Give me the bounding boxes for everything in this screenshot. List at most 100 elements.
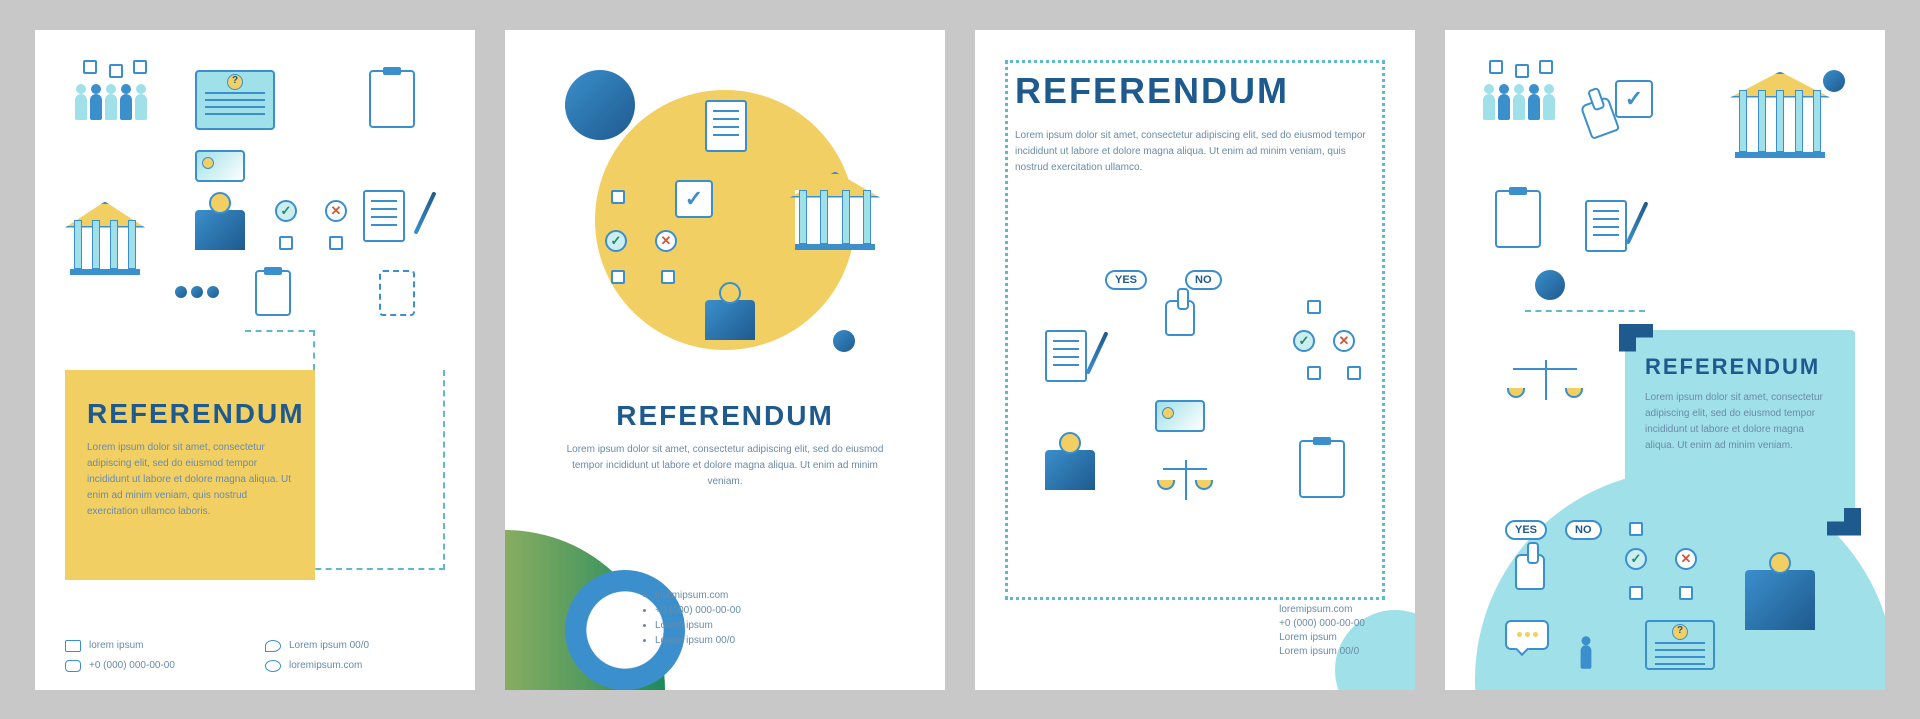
bullet-item: +0 (000) 000-00-00 <box>1279 618 1365 629</box>
mail-icon <box>65 640 81 652</box>
document-icon <box>363 190 405 242</box>
podium-speaker-icon <box>1745 570 1815 630</box>
bullet-item: +0 (000) 000-00-00 <box>655 605 741 616</box>
ballot-check-icon: ✓ <box>675 180 713 218</box>
justice-scales-icon <box>1505 360 1585 430</box>
footer-web: loremipsum.com <box>265 660 445 672</box>
footer-address: Lorem ipsum 00/0 <box>265 640 445 652</box>
accent-dot-icon <box>1535 270 1565 300</box>
globe-icon <box>265 660 281 672</box>
panel-body-text: Lorem ipsum dolor sit amet, consectetur … <box>1015 128 1375 176</box>
panel-body-text: Lorem ipsum dolor sit amet, consectetur … <box>1645 390 1835 454</box>
pen-icon <box>1085 331 1108 374</box>
bullet-item: Lorem ipsum 00/0 <box>655 635 741 646</box>
title-text-block: REFERENDUM Lorem ipsum dolor sit amet, c… <box>1625 330 1855 530</box>
clipboard-chart-icon <box>1495 190 1541 248</box>
accent-circle <box>565 70 635 140</box>
node-icon <box>279 236 293 250</box>
ballot-check-icon: ✓ <box>1615 80 1653 118</box>
panel-body-text: Lorem ipsum dolor sit amet, consectetur … <box>87 440 293 520</box>
clipboard-chart-icon <box>1299 440 1345 498</box>
checklist-icon <box>255 270 291 316</box>
id-card-icon <box>195 150 245 182</box>
check-circle-icon: ✓ <box>1625 548 1647 570</box>
bullet-item: Lorem ipsum <box>655 620 741 631</box>
connector-line <box>245 330 315 370</box>
title-text-block: REFERENDUM Lorem ipsum dolor sit amet, c… <box>1015 70 1375 176</box>
placard-icon <box>133 60 147 74</box>
node-icon <box>1347 366 1361 380</box>
check-circle-icon: ✓ <box>275 200 297 222</box>
placard-icon <box>1489 60 1503 74</box>
panel-body-text: Lorem ipsum dolor sit amet, consectetur … <box>555 442 895 490</box>
icon-cluster: ✓ ✕ <box>65 60 445 340</box>
icon-cluster: YES NO ✓ ✕ <box>975 250 1415 590</box>
icon-cluster: ✓ <box>1475 60 1855 310</box>
pointing-hand-icon <box>1165 300 1195 336</box>
contact-bullets: loremipsum.com +0 (000) 000-00-00 Lorem … <box>655 590 741 650</box>
title-text-block: REFERENDUM Lorem ipsum dolor sit amet, c… <box>65 370 315 580</box>
pin-icon <box>265 640 281 652</box>
brochure-panel-3: REFERENDUM Lorem ipsum dolor sit amet, c… <box>975 30 1415 690</box>
dashed-doc-icon <box>379 270 415 316</box>
speech-bubble-icon <box>1505 620 1549 650</box>
document-icon <box>1585 200 1627 252</box>
pen-icon <box>413 191 436 234</box>
form-icon <box>1645 620 1715 670</box>
contact-bullets: loremipsum.com +0 (000) 000-00-00 Lorem … <box>1279 604 1365 660</box>
panel-title: REFERENDUM <box>555 400 895 432</box>
bullet-item: loremipsum.com <box>655 590 741 601</box>
footer-email: lorem ipsum <box>65 640 245 652</box>
yes-pill: YES <box>1105 270 1147 290</box>
brochure-panel-1: ✓ ✕ REFERENDUM Lorem ipsum dolor sit ame… <box>35 30 475 690</box>
id-card-icon <box>1155 400 1205 432</box>
people-small-icon <box>1567 645 1605 668</box>
x-circle-icon: ✕ <box>1675 548 1697 570</box>
placard-icon <box>109 64 123 78</box>
pointing-hand-icon <box>1515 554 1545 590</box>
brochure-panel-4: ✓ REFERENDUM Lorem ipsum dolor sit amet,… <box>1445 30 1885 690</box>
government-building-icon <box>795 190 875 250</box>
contact-footer: lorem ipsum Lorem ipsum 00/0 +0 (000) 00… <box>65 640 445 672</box>
clipboard-chart-icon <box>369 70 415 128</box>
node-icon <box>611 270 625 284</box>
accent-dot-icon <box>1823 70 1845 92</box>
x-circle-icon: ✕ <box>325 200 347 222</box>
footer-phone: +0 (000) 000-00-00 <box>65 660 245 672</box>
justice-scales-icon <box>1155 460 1215 510</box>
node-icon <box>611 190 625 204</box>
no-pill: NO <box>1185 270 1222 290</box>
phone-icon <box>65 660 81 672</box>
government-building-icon <box>1735 90 1825 158</box>
node-icon <box>1629 522 1643 536</box>
x-circle-icon: ✕ <box>1333 330 1355 352</box>
podium-speaker-icon <box>1045 450 1095 490</box>
node-icon <box>1307 366 1321 380</box>
bullet-item: Lorem ipsum <box>1279 632 1365 643</box>
no-pill: NO <box>1565 520 1602 540</box>
node-icon <box>329 236 343 250</box>
bullet-item: loremipsum.com <box>1279 604 1365 615</box>
form-icon <box>195 70 275 130</box>
bullet-item: Lorem ipsum 00/0 <box>1279 646 1365 657</box>
placard-icon <box>1539 60 1553 74</box>
government-building-icon <box>70 220 140 275</box>
yes-pill: YES <box>1505 520 1547 540</box>
check-circle-icon: ✓ <box>1293 330 1315 352</box>
connector-line <box>305 370 445 570</box>
node-icon <box>1307 300 1321 314</box>
node-icon <box>661 270 675 284</box>
document-icon <box>1045 330 1087 382</box>
people-icon <box>75 94 147 120</box>
accent-dot-icon <box>833 330 855 352</box>
check-circle-icon: ✓ <box>605 230 627 252</box>
people-small-icon <box>175 286 219 298</box>
document-icon <box>705 100 747 152</box>
node-icon <box>1679 586 1693 600</box>
x-circle-icon: ✕ <box>655 230 677 252</box>
placard-icon <box>1515 64 1529 78</box>
podium-speaker-icon <box>705 300 755 340</box>
people-icon <box>1483 94 1555 120</box>
node-icon <box>1629 586 1643 600</box>
title-text-block: REFERENDUM Lorem ipsum dolor sit amet, c… <box>505 400 945 490</box>
